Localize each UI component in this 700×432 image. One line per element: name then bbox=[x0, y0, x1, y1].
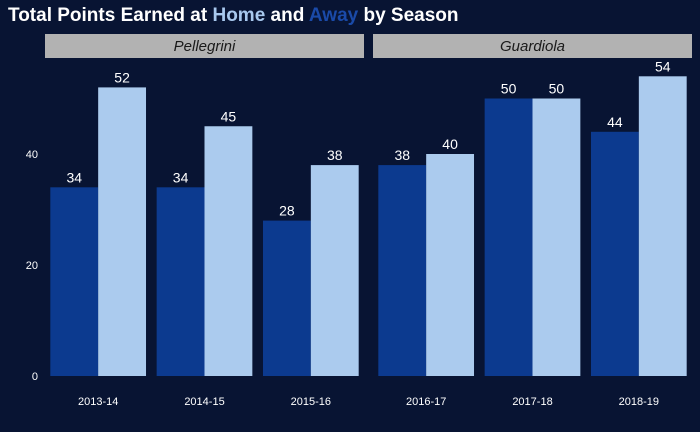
y-tick-label: 0 bbox=[32, 371, 38, 383]
home-bar bbox=[590, 131, 639, 376]
home-bar bbox=[50, 187, 99, 376]
title-part-1: Total Points Earned at bbox=[8, 5, 213, 26]
facet-strip-background bbox=[45, 34, 364, 58]
away-bar bbox=[638, 76, 687, 377]
title-part-3: by Season bbox=[358, 5, 459, 26]
home-data-label: 28 bbox=[279, 203, 295, 219]
home-bar bbox=[378, 165, 427, 376]
home-bar bbox=[262, 220, 311, 376]
facet-strip-background bbox=[373, 34, 692, 58]
x-tick-label: 2016-17 bbox=[406, 396, 446, 408]
away-bar bbox=[426, 154, 475, 376]
title-part-2: and bbox=[265, 5, 309, 26]
away-data-label: 38 bbox=[327, 147, 343, 163]
home-data-label: 34 bbox=[173, 169, 189, 185]
away-data-label: 52 bbox=[114, 69, 130, 85]
x-tick-label: 2017-18 bbox=[512, 396, 552, 408]
title-home-word: Home bbox=[212, 5, 266, 26]
y-tick-label: 20 bbox=[26, 260, 38, 272]
away-data-label: 54 bbox=[655, 58, 671, 74]
home-data-label: 34 bbox=[66, 169, 82, 185]
home-data-label: 44 bbox=[607, 114, 623, 130]
title-away-word: Away bbox=[308, 5, 359, 26]
home-data-label: 50 bbox=[501, 81, 517, 97]
away-bar bbox=[532, 98, 581, 376]
away-data-label: 45 bbox=[221, 108, 237, 124]
away-data-label: 40 bbox=[442, 136, 458, 152]
x-tick-label: 2018-19 bbox=[619, 396, 659, 408]
chart-title: Total Points Earned at Home and Away by … bbox=[8, 5, 459, 27]
facet-strip-label: Guardiola bbox=[500, 38, 565, 55]
away-data-label: 50 bbox=[549, 81, 565, 97]
x-tick-label: 2013-14 bbox=[78, 396, 118, 408]
home-bar bbox=[484, 98, 533, 376]
x-tick-label: 2015-16 bbox=[291, 396, 331, 408]
away-bar bbox=[204, 126, 253, 376]
away-bar bbox=[310, 165, 359, 376]
away-bar bbox=[98, 87, 147, 377]
facet-strip-label: Pellegrini bbox=[174, 38, 236, 55]
home-bar bbox=[156, 187, 205, 376]
x-tick-label: 2014-15 bbox=[184, 396, 224, 408]
y-tick-label: 40 bbox=[26, 149, 38, 161]
home-data-label: 38 bbox=[394, 147, 410, 163]
